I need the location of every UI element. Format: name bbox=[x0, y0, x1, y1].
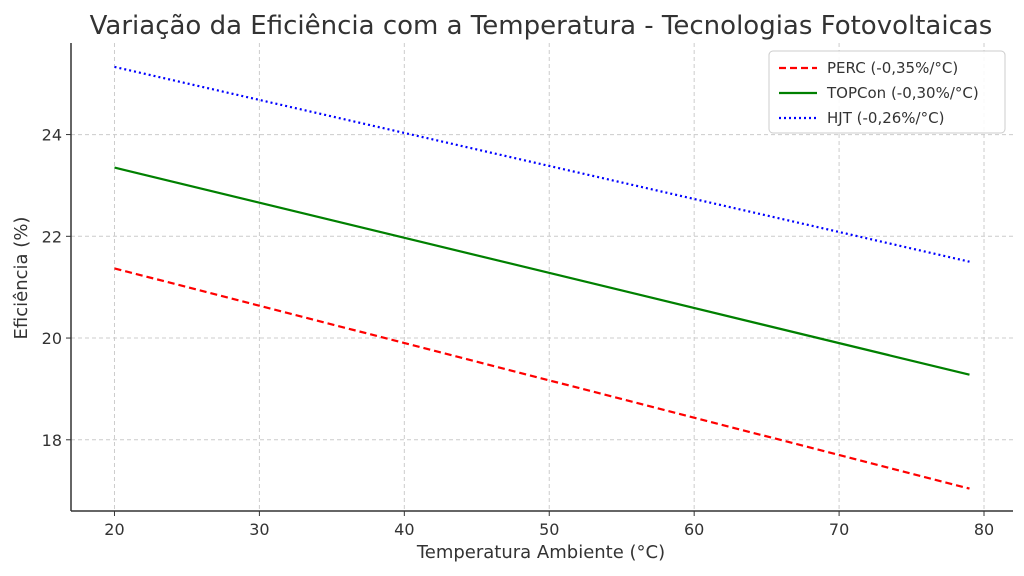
x-tick-label: 80 bbox=[974, 520, 994, 539]
series-line-dotted bbox=[114, 65, 970, 263]
chart-title: Variação da Eficiência com a Temperatura… bbox=[90, 11, 993, 41]
x-axis-label: Temperatura Ambiente (°C) bbox=[416, 542, 665, 563]
x-tick-label: 50 bbox=[539, 520, 559, 539]
legend-label: HJT (-0,26%/°C) bbox=[827, 109, 944, 127]
x-tick-label: 20 bbox=[104, 520, 124, 539]
y-axis-label: Eficiência (%) bbox=[11, 217, 32, 340]
legend: PERC (-0,35%/°C) TOPCon (-0,30%/°C) HJT (-… bbox=[768, 50, 1006, 134]
legend-label: TOPCon (-0,30%/°C) bbox=[826, 84, 979, 102]
y-tick-label: 20 bbox=[42, 329, 62, 348]
legend-label: PERC (-0,35%/°C) bbox=[827, 59, 958, 77]
series-lines bbox=[114, 65, 970, 490]
y-tick-label: 22 bbox=[42, 227, 62, 246]
x-tick-label: 60 bbox=[684, 520, 704, 539]
y-tick-label: 24 bbox=[42, 126, 62, 145]
legend-box bbox=[768, 50, 1006, 134]
x-tick-label: 70 bbox=[829, 520, 849, 539]
y-tick-label: 18 bbox=[42, 431, 62, 450]
axes bbox=[70, 43, 1013, 512]
series-line-dashed bbox=[114, 267, 970, 490]
x-tick-label: 30 bbox=[249, 520, 269, 539]
grid bbox=[71, 43, 1013, 511]
x-tick-label: 40 bbox=[394, 520, 414, 539]
series-line-solid bbox=[114, 166, 970, 376]
ticks: 20 30 40 50 60 70 80 18 20 22 24 bbox=[42, 126, 995, 539]
